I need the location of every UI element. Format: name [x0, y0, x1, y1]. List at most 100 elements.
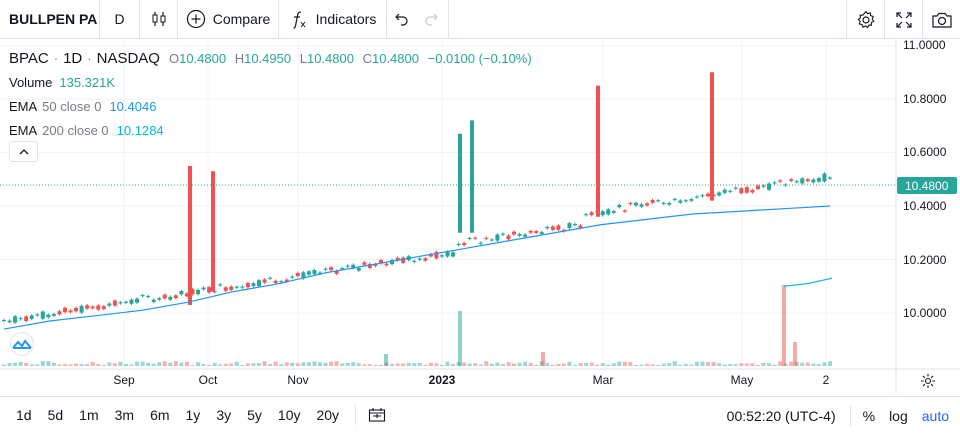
- settings-button[interactable]: [846, 0, 884, 39]
- candle-body: [500, 233, 505, 235]
- volume-bar: [816, 364, 821, 366]
- date-range-icon[interactable]: [368, 407, 386, 423]
- candle-body: [822, 173, 827, 182]
- volume-bar: [512, 363, 517, 366]
- volume-bar: [683, 363, 688, 366]
- candle-body: [323, 268, 328, 270]
- volume-bar: [606, 364, 611, 366]
- axis-settings-icon[interactable]: [920, 373, 936, 389]
- interval-button[interactable]: D: [100, 0, 140, 39]
- candle-body: [478, 242, 483, 244]
- volume-bar: [600, 363, 605, 366]
- volume-bar: [567, 361, 572, 366]
- time-tick: Oct: [198, 373, 218, 387]
- range-5y[interactable]: 5y: [247, 407, 262, 423]
- percent-toggle[interactable]: %: [862, 407, 876, 424]
- candle-body: [40, 311, 45, 319]
- compare-button[interactable]: Compare: [178, 0, 279, 39]
- legend-symbol: BPAC: [9, 49, 49, 67]
- log-toggle[interactable]: log: [889, 407, 908, 424]
- undo-button[interactable]: [387, 0, 415, 39]
- undo-icon: [395, 13, 408, 26]
- range-1y[interactable]: 1y: [185, 407, 201, 423]
- volume-bar: [778, 361, 783, 366]
- range-1m[interactable]: 1m: [79, 407, 99, 423]
- range-20y[interactable]: 20y: [316, 407, 340, 423]
- legend-ema50-row[interactable]: EMA 50 close 0 10.4046: [9, 94, 537, 118]
- volume-bar: [462, 362, 467, 366]
- candle-body: [633, 202, 638, 206]
- volume-bar: [401, 363, 406, 366]
- candle-body: [301, 272, 306, 279]
- legend-ema200-row[interactable]: EMA 200 close 0 10.1284: [9, 118, 537, 142]
- divider: [849, 405, 851, 426]
- volume-bar: [428, 362, 433, 366]
- price-chart[interactable]: [0, 40, 960, 393]
- volume-bar: [534, 364, 539, 366]
- change-value: −0.0100 (−0.10%): [427, 50, 532, 66]
- candle-body: [495, 234, 500, 241]
- candle-body: [467, 237, 472, 240]
- volume-bar: [556, 364, 561, 366]
- candle-body: [572, 224, 577, 226]
- candle-body: [828, 177, 832, 179]
- range-3y[interactable]: 3y: [216, 407, 232, 423]
- chart-type-button[interactable]: [140, 0, 178, 39]
- range-6m[interactable]: 6m: [150, 407, 170, 423]
- volume-bar: [323, 362, 328, 366]
- candle-body: [62, 307, 67, 313]
- candle-body: [384, 263, 389, 266]
- redo-button[interactable]: [415, 0, 449, 39]
- candle-body: [772, 182, 777, 184]
- candle-body: [162, 294, 167, 299]
- indicators-button[interactable]: Indicators: [279, 0, 387, 39]
- time-tick: May: [730, 373, 754, 387]
- volume-bar: [772, 364, 777, 366]
- volume-bar: [273, 361, 278, 366]
- volume-bar: [301, 362, 306, 366]
- auto-toggle[interactable]: auto: [921, 407, 949, 424]
- candle-body: [750, 190, 755, 193]
- candle-body: [755, 185, 760, 189]
- volume-bar: [351, 362, 356, 366]
- volume-bar: [528, 362, 533, 366]
- candle-body: [456, 243, 461, 246]
- candle-body: [340, 268, 345, 270]
- volume-bar: [279, 364, 284, 366]
- candle-body: [451, 252, 456, 257]
- candle-body: [123, 301, 128, 303]
- candle-body: [268, 277, 273, 279]
- clock-readout[interactable]: 00:52:20 (UTC-4): [726, 407, 836, 424]
- ema50-line: [3, 205, 831, 330]
- candle-body: [362, 262, 367, 265]
- candle-body: [295, 273, 300, 277]
- volume-bar: [240, 364, 245, 366]
- volume-bar: [828, 361, 832, 366]
- function-icon: [293, 11, 306, 29]
- range-3m[interactable]: 3m: [114, 407, 135, 423]
- range-1d[interactable]: 1d: [16, 407, 32, 423]
- candle-body: [428, 254, 433, 257]
- legend-main-row[interactable]: BPAC · 1D · NASDAQ O10.4800 H10.4950 L10…: [9, 46, 537, 70]
- chart-logo-icon[interactable]: [8, 332, 36, 356]
- price-tick: 10.0000: [903, 306, 947, 320]
- candle-body: [473, 237, 478, 239]
- volume-bar: [223, 363, 228, 366]
- candle-body: [611, 211, 616, 213]
- range-5d[interactable]: 5d: [47, 407, 64, 423]
- candle-body: [550, 226, 555, 230]
- candle-body: [101, 306, 106, 310]
- symbol-search-button[interactable]: BULLPEN PA: [0, 0, 100, 39]
- snapshot-button[interactable]: [922, 0, 960, 39]
- volume-bar: [24, 363, 29, 366]
- ema200-line: [783, 277, 833, 287]
- volume-bar: [489, 363, 494, 366]
- volume-bar: [517, 362, 522, 366]
- range-10y[interactable]: 10y: [277, 407, 301, 423]
- compare-label: Compare: [212, 11, 271, 27]
- fullscreen-button[interactable]: [884, 0, 922, 39]
- candle-body: [317, 272, 322, 274]
- legend-volume-row[interactable]: Volume 135.321K: [9, 70, 537, 94]
- volume-bar: [639, 364, 644, 366]
- legend-collapse-button[interactable]: [9, 141, 38, 162]
